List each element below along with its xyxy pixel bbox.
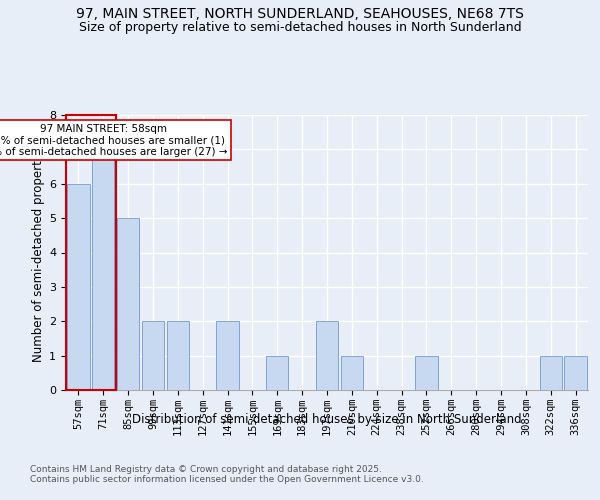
Text: Contains HM Land Registry data © Crown copyright and database right 2025.
Contai: Contains HM Land Registry data © Crown c… xyxy=(30,465,424,484)
Text: Size of property relative to semi-detached houses in North Sunderland: Size of property relative to semi-detach… xyxy=(79,22,521,35)
Bar xyxy=(539,356,562,390)
Y-axis label: Number of semi-detached properties: Number of semi-detached properties xyxy=(32,143,45,362)
Bar xyxy=(117,218,139,390)
Text: 97 MAIN STREET: 58sqm
← 4% of semi-detached houses are smaller (1)
96% of semi-d: 97 MAIN STREET: 58sqm ← 4% of semi-detac… xyxy=(0,124,227,157)
Bar xyxy=(341,356,363,390)
Bar xyxy=(217,322,239,390)
Bar xyxy=(142,322,164,390)
Bar xyxy=(565,356,587,390)
Bar xyxy=(415,356,437,390)
Bar xyxy=(266,356,289,390)
Bar xyxy=(67,184,89,390)
Bar xyxy=(316,322,338,390)
Bar xyxy=(167,322,189,390)
Bar xyxy=(66,115,116,390)
Bar xyxy=(92,150,115,390)
Text: 97, MAIN STREET, NORTH SUNDERLAND, SEAHOUSES, NE68 7TS: 97, MAIN STREET, NORTH SUNDERLAND, SEAHO… xyxy=(76,8,524,22)
Text: Distribution of semi-detached houses by size in North Sunderland: Distribution of semi-detached houses by … xyxy=(132,412,522,426)
